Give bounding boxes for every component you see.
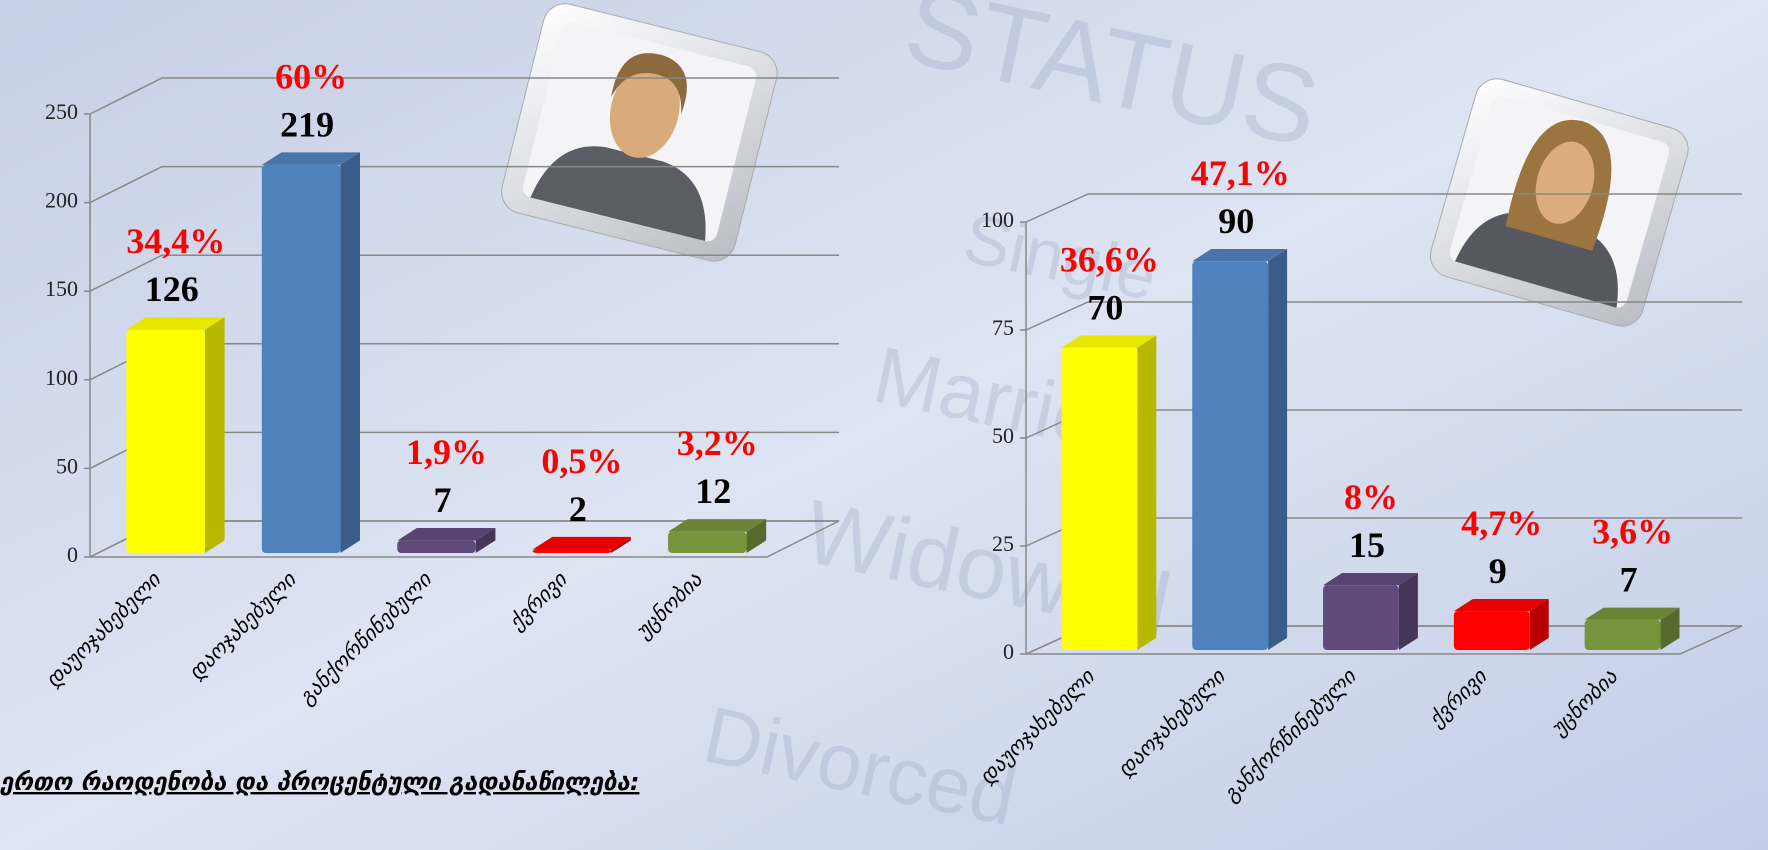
value-label: 9 <box>1489 551 1507 591</box>
percent-label: 60% <box>275 56 347 96</box>
value-label: 7 <box>434 480 452 520</box>
value-label: 70 <box>1087 287 1123 327</box>
value-label: 90 <box>1218 201 1254 241</box>
percent-label: 47,1% <box>1191 153 1290 193</box>
y-tick-label: 0 <box>1003 639 1014 664</box>
y-tick-label: 75 <box>992 315 1014 340</box>
y-tick-label: 200 <box>45 188 78 213</box>
bar <box>262 165 341 553</box>
bar-side <box>1268 249 1287 650</box>
percent-label: 36,6% <box>1060 239 1159 279</box>
percent-label: 1,9% <box>406 432 487 472</box>
value-label: 15 <box>1349 525 1385 565</box>
percent-label: 3,2% <box>677 423 758 463</box>
bar <box>533 549 612 553</box>
value-label: 2 <box>569 489 587 529</box>
y-tick-label: 100 <box>45 365 78 390</box>
y-tick-label: 100 <box>981 207 1014 232</box>
bar-side <box>340 152 360 553</box>
bar-side <box>1137 335 1156 650</box>
y-tick-label: 0 <box>67 542 78 567</box>
percent-label: 4,7% <box>1461 503 1542 543</box>
bar <box>1454 611 1530 650</box>
y-tick-label: 50 <box>56 453 78 478</box>
y-tick-label: 250 <box>45 99 78 124</box>
slide: STATUSSingleMarriedWidowedDivorced 05010… <box>0 0 1768 850</box>
y-tick-label: 25 <box>992 531 1014 556</box>
bar <box>1192 261 1268 650</box>
y-tick-label: 50 <box>992 423 1014 448</box>
value-label: 219 <box>280 104 334 144</box>
footer-text: ერთო რაოდენობა და პროცენტული გადანაწილებ… <box>0 768 639 796</box>
bar <box>1061 348 1137 650</box>
percent-label: 0,5% <box>541 441 622 481</box>
bar <box>668 532 747 553</box>
bar-side <box>205 317 225 553</box>
percent-label: 34,4% <box>126 221 225 261</box>
bar <box>397 541 476 553</box>
bar <box>1323 585 1399 650</box>
percent-label: 8% <box>1344 477 1398 517</box>
y-tick-label: 150 <box>45 276 78 301</box>
bar <box>1585 620 1661 650</box>
value-label: 126 <box>145 269 199 309</box>
bar <box>126 330 205 553</box>
value-label: 7 <box>1620 560 1638 600</box>
value-label: 12 <box>695 471 731 511</box>
bar-side <box>1399 573 1418 650</box>
percent-label: 3,6% <box>1592 512 1673 552</box>
